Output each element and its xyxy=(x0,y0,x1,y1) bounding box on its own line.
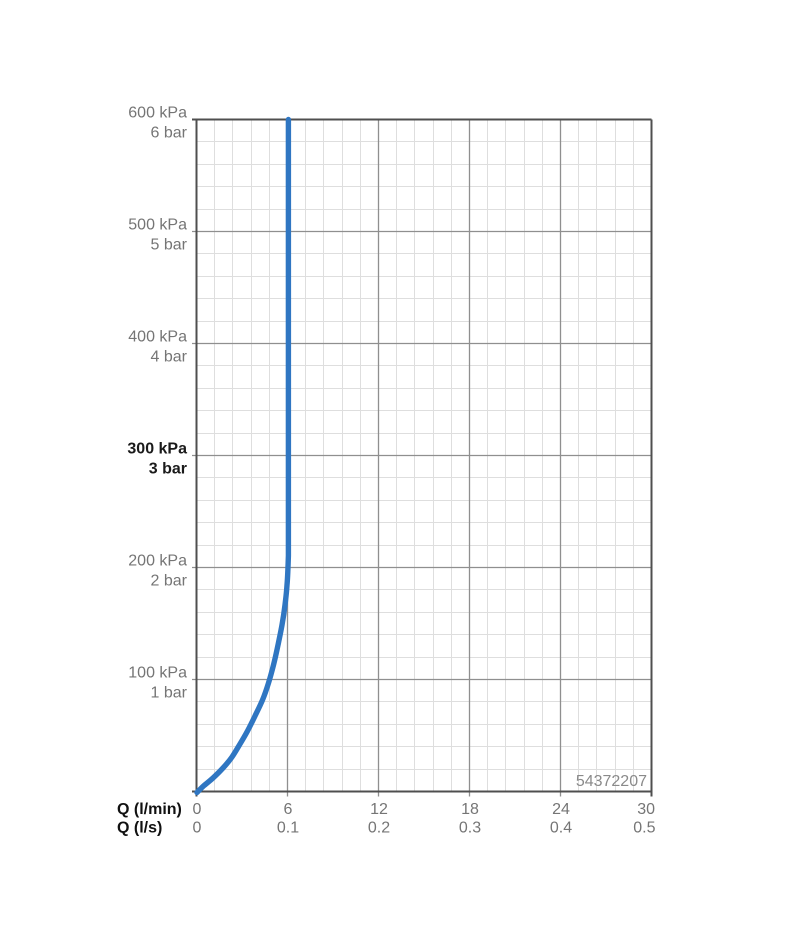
svg-text:3 bar: 3 bar xyxy=(149,461,187,478)
svg-text:24: 24 xyxy=(552,801,570,818)
svg-text:30: 30 xyxy=(637,801,655,818)
svg-text:0.4: 0.4 xyxy=(550,820,572,837)
svg-text:1 bar: 1 bar xyxy=(151,685,188,702)
svg-text:300 kPa: 300 kPa xyxy=(127,441,187,458)
svg-text:500 kPa: 500 kPa xyxy=(128,217,187,234)
svg-text:0.1: 0.1 xyxy=(277,820,299,837)
svg-text:400 kPa: 400 kPa xyxy=(128,329,187,346)
svg-text:Q (l/s): Q (l/s) xyxy=(117,820,162,837)
svg-text:Q (l/min): Q (l/min) xyxy=(117,801,182,818)
svg-text:0: 0 xyxy=(193,820,202,837)
svg-text:6: 6 xyxy=(284,801,293,818)
svg-text:2 bar: 2 bar xyxy=(151,573,188,590)
svg-text:600 kPa: 600 kPa xyxy=(128,105,187,122)
svg-text:0.3: 0.3 xyxy=(459,820,481,837)
svg-text:0.2: 0.2 xyxy=(368,820,390,837)
svg-text:6 bar: 6 bar xyxy=(151,125,188,142)
svg-text:5 bar: 5 bar xyxy=(151,237,188,254)
svg-text:12: 12 xyxy=(370,801,388,818)
svg-text:0.5: 0.5 xyxy=(633,820,655,837)
svg-text:100 kPa: 100 kPa xyxy=(128,665,187,682)
svg-text:4 bar: 4 bar xyxy=(151,349,188,366)
svg-text:54372207: 54372207 xyxy=(576,773,647,790)
svg-text:18: 18 xyxy=(461,801,479,818)
svg-text:200 kPa: 200 kPa xyxy=(128,553,187,570)
svg-text:0: 0 xyxy=(193,801,202,818)
